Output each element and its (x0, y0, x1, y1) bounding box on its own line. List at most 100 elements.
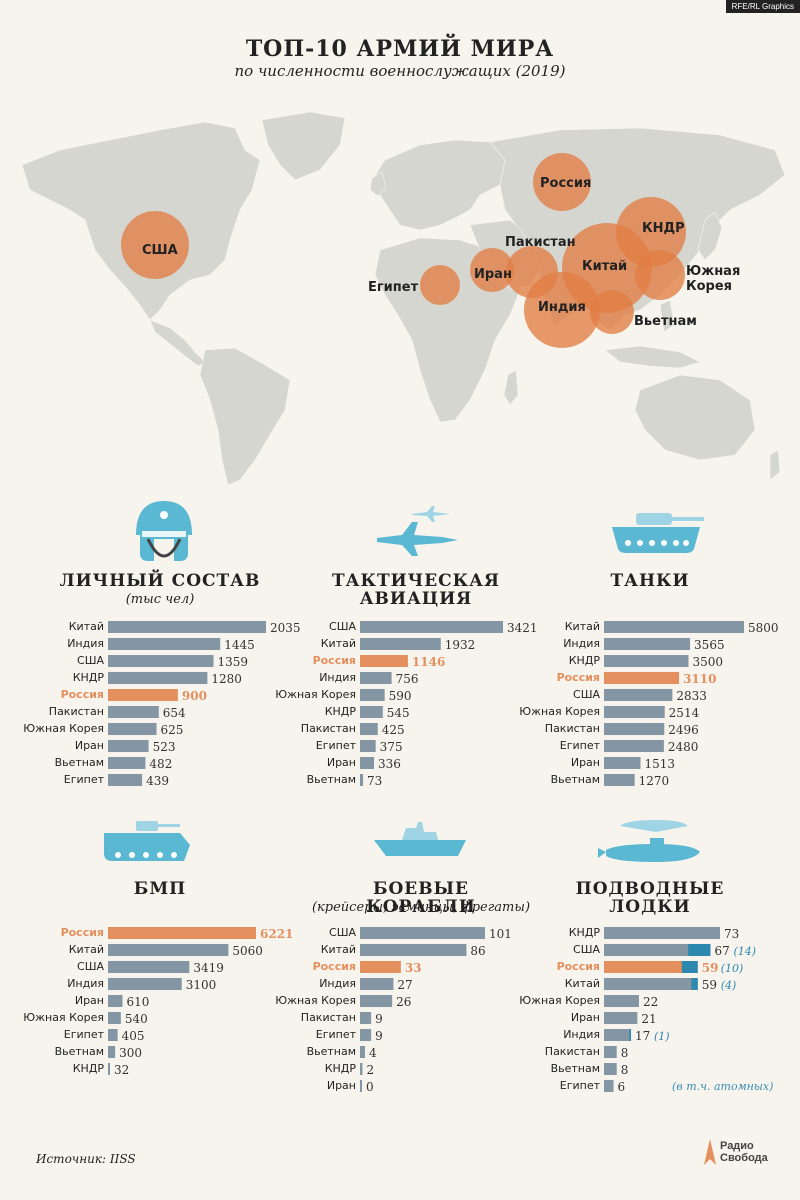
bar (360, 723, 378, 735)
bar-label: Пакистан (545, 722, 600, 735)
map-label-pakistan: Пакистан (505, 235, 576, 250)
bar (108, 927, 256, 939)
bar-value: 8 (621, 1063, 629, 1077)
bar (604, 961, 698, 973)
bar-label: Пакистан (301, 722, 356, 735)
bar (604, 672, 680, 684)
bar-chart-2: Китай 5800 Индия 3565 КНДР 3500 Россия 3110 США 2… (519, 620, 778, 788)
new-zealand-landmass (769, 449, 781, 481)
bar (360, 995, 393, 1007)
bar-value: 9 (375, 1012, 383, 1026)
credit-label: RFE/RL Graphics (725, 0, 800, 13)
bar (108, 655, 214, 667)
bar-label: Египет (316, 739, 357, 752)
bar-label: Индия (563, 1028, 600, 1041)
warship-icon (374, 822, 466, 856)
bar-value: 482 (149, 757, 172, 771)
bar-label: Россия (557, 671, 600, 684)
bar-value: 3421 (507, 621, 538, 635)
bar (604, 995, 639, 1007)
map-label-egypt: Египет (368, 280, 419, 295)
bar-value: 6 (618, 1080, 626, 1094)
bubble-north-korea (616, 197, 686, 267)
bar (604, 1080, 614, 1092)
bar (108, 961, 190, 973)
uk-landmass (369, 171, 387, 197)
bar-label: Египет (560, 739, 601, 752)
bar-label: Южная Корея (23, 1011, 104, 1024)
bar-label: КНДР (325, 705, 357, 718)
bar (360, 927, 485, 939)
bar (604, 706, 665, 718)
bar-label: Южная Корея (275, 994, 356, 1007)
bar-label: Вьетнам (307, 1045, 356, 1058)
radio-svoboda-logo-text: Радио Свобода (720, 1140, 768, 1164)
bar (604, 655, 689, 667)
bar-value: 67 (714, 944, 729, 958)
indonesia-landmass (604, 345, 701, 369)
bar-label: Иран (75, 739, 104, 752)
radio-svoboda-logo-icon (704, 1139, 716, 1165)
nuclear-bar (629, 1029, 632, 1041)
bar-label: Египет (64, 1028, 105, 1041)
bar-label: КНДР (73, 671, 105, 684)
bar (108, 1063, 110, 1075)
bar-label: США (329, 926, 356, 939)
bar (604, 621, 744, 633)
bar-label: КНДР (325, 1062, 357, 1075)
bar-label: США (573, 943, 600, 956)
bar-value: 17 (635, 1029, 650, 1043)
bar-label: Южная Корея (275, 688, 356, 701)
panel-subtitle-warships: (крейсеры, эсминцы, фрегаты) (311, 900, 531, 915)
bar-value: 1445 (224, 638, 255, 652)
bar-value: 300 (119, 1046, 142, 1060)
bar-value: 6221 (260, 927, 293, 941)
map-label-south-korea-1: Южная (686, 264, 740, 279)
bar-chart-1: США 3421 Китай 1932 Россия 1146 Индия 756 Южная … (275, 620, 538, 788)
bubble-iran (470, 248, 514, 292)
panel-title-submarines: ПОДВОДНЫЕ ЛОДКИ (575, 879, 725, 917)
bar-value: 1146 (412, 655, 445, 669)
bar-label: Россия (557, 960, 600, 973)
bar-label: Южная Корея (519, 705, 600, 718)
bar (604, 927, 720, 939)
bar-label: Россия (61, 926, 104, 939)
bar-value: 2496 (668, 723, 699, 737)
bar-label: КНДР (569, 654, 601, 667)
bar (360, 1046, 365, 1058)
bar (108, 1029, 118, 1041)
bar-label: Китай (321, 943, 356, 956)
bar-label: Южная Корея (519, 994, 600, 1007)
bar-value: 439 (146, 774, 169, 788)
bar-label: Китай (321, 637, 356, 650)
bar-label: Египет (64, 773, 105, 786)
nuclear-bar (681, 961, 698, 973)
bar (360, 706, 383, 718)
bar (360, 740, 376, 752)
bar-value: 1270 (639, 774, 670, 788)
bar-value: 1932 (445, 638, 476, 652)
bar-value: 3565 (694, 638, 725, 652)
bar (604, 757, 641, 769)
japan-landmass (697, 211, 723, 261)
bar (360, 757, 375, 769)
source-note: Источник: IISS (36, 1152, 136, 1166)
philippines-landmass (659, 299, 675, 333)
panel-subtitle-personnel: (тыс чел) (125, 592, 195, 607)
bar-label: Иран (75, 994, 104, 1007)
page-subtitle: по численности военнослужащих (2019) (234, 62, 566, 80)
bar-value: 2 (366, 1063, 374, 1077)
bar-value: 2833 (676, 689, 707, 703)
bar-value: 625 (161, 723, 184, 737)
bar-value: 590 (389, 689, 412, 703)
ifv-icon (104, 821, 190, 861)
bar (108, 672, 208, 684)
bar-value: 2514 (669, 706, 700, 720)
bar (604, 1046, 617, 1058)
bar-label: Индия (67, 637, 104, 650)
bar-label: Китай (565, 620, 600, 633)
bar-label: Индия (319, 671, 356, 684)
bar-value: 336 (378, 757, 401, 771)
bar-label: Египет (560, 1079, 601, 1092)
bar (108, 978, 182, 990)
